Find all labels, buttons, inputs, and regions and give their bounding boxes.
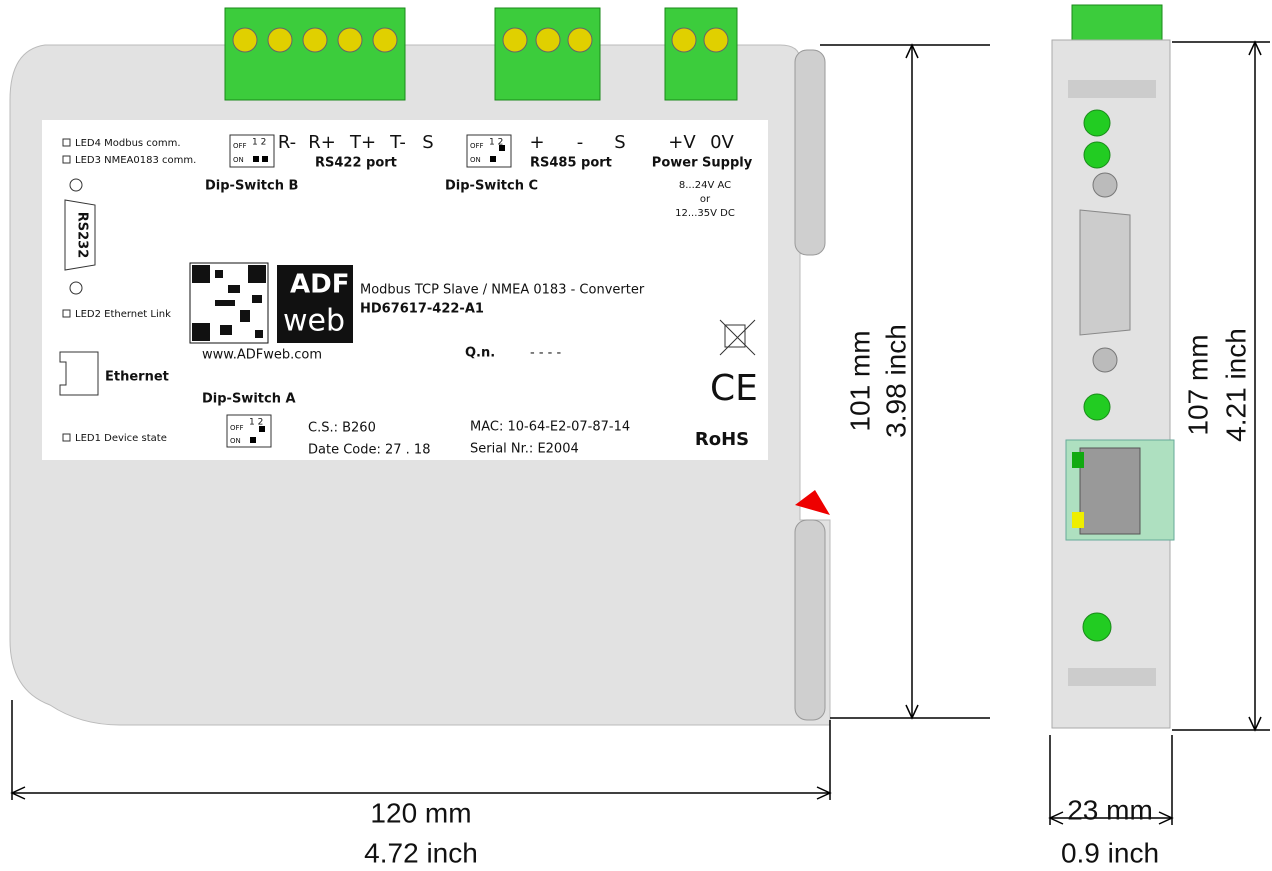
dip-pos: 1 2 bbox=[249, 418, 263, 428]
model: HD67617-422-A1 bbox=[360, 302, 484, 317]
side-leds bbox=[1082, 109, 1112, 642]
db9 bbox=[1079, 209, 1131, 336]
terminal-label: T- bbox=[389, 132, 406, 153]
db9-outline bbox=[64, 199, 96, 271]
dimension-lines bbox=[1048, 40, 1270, 825]
dimension-label: 107 mm bbox=[1182, 334, 1213, 435]
dip-switch: OFF 1 2 ON bbox=[226, 414, 272, 448]
led-label: LED4 Modbus comm. bbox=[75, 138, 181, 149]
dimension-label: 4.21 inch bbox=[1220, 328, 1251, 442]
dimension-label: 0.9 inch bbox=[1061, 837, 1159, 868]
date-code: Date Code: 27 . 18 bbox=[308, 443, 430, 458]
qn-label: Q.n. bbox=[465, 346, 495, 361]
power-spec: or bbox=[700, 194, 711, 205]
dip-off: OFF bbox=[233, 142, 247, 150]
qr-code bbox=[189, 262, 269, 344]
dip-on: ON bbox=[470, 156, 481, 164]
ce-mark: CE bbox=[710, 368, 758, 409]
logo-bg bbox=[277, 265, 353, 343]
cs: C.S.: B260 bbox=[308, 421, 376, 436]
rj45-outline bbox=[59, 351, 99, 396]
terminal-label: +V bbox=[668, 132, 696, 153]
terminal-blocks bbox=[224, 7, 738, 101]
dip-switch-label: Dip-Switch B bbox=[205, 179, 298, 194]
dimension-label: 3.98 inch bbox=[880, 324, 911, 438]
terminal-label: 0V bbox=[710, 132, 734, 153]
terminal-label: T+ bbox=[349, 132, 376, 153]
power-spec: 12...35V DC bbox=[675, 208, 735, 219]
label bbox=[42, 120, 768, 460]
dip-off: OFF bbox=[470, 142, 484, 150]
logo: ADF bbox=[290, 270, 349, 300]
terminal-label: R+ bbox=[308, 132, 336, 153]
din-clip bbox=[794, 49, 826, 256]
led-boxes bbox=[62, 138, 71, 442]
port-label: Power Supply bbox=[652, 156, 753, 171]
dip-switch: OFF 1 2 ON bbox=[466, 134, 512, 168]
din-clip bbox=[794, 519, 826, 721]
dip-on: ON bbox=[230, 437, 241, 445]
port-label: RS422 port bbox=[315, 156, 397, 171]
url: www.ADFweb.com bbox=[202, 348, 322, 363]
led-label: LED1 Device state bbox=[75, 433, 167, 444]
qn-value: - - - - bbox=[530, 346, 561, 361]
terminal-label: R- bbox=[278, 132, 296, 153]
side-body bbox=[1051, 39, 1171, 729]
ethernet-label: Ethernet bbox=[105, 370, 169, 385]
dip-switch: OFF 1 2 ON bbox=[229, 134, 275, 168]
rs232-label: RS232 bbox=[75, 212, 90, 259]
dip-pos: 1 2 bbox=[252, 138, 266, 148]
terminal-label: S bbox=[614, 132, 625, 153]
dimension-label: 120 mm bbox=[370, 797, 471, 828]
terminal-label: - bbox=[577, 132, 584, 153]
rohs: RoHS bbox=[695, 429, 749, 450]
dip-pos: 1 2 bbox=[489, 138, 503, 148]
dimension-lines bbox=[10, 43, 990, 800]
terminal-label: S bbox=[422, 132, 433, 153]
screws bbox=[232, 27, 729, 53]
power-spec: 8...24V AC bbox=[679, 180, 731, 191]
led-label: LED3 NMEA0183 comm. bbox=[75, 155, 196, 166]
release-tab bbox=[795, 490, 830, 515]
port-label: RS485 port bbox=[530, 156, 612, 171]
led-label: LED2 Ethernet Link bbox=[75, 309, 171, 320]
dimension-label: 4.72 inch bbox=[364, 837, 478, 868]
dip-switch-label: Dip-Switch A bbox=[202, 392, 296, 407]
dimension-label: 23 mm bbox=[1067, 794, 1153, 825]
dip-off: OFF bbox=[230, 424, 244, 432]
weee bbox=[719, 319, 756, 356]
side-terminal bbox=[1071, 4, 1163, 43]
terminal-label: + bbox=[529, 132, 544, 153]
dip-on: ON bbox=[233, 156, 244, 164]
serial: Serial Nr.: E2004 bbox=[470, 442, 579, 457]
product-name: Modbus TCP Slave / NMEA 0183 - Converter bbox=[360, 283, 645, 298]
mac: MAC: 10-64-E2-07-87-14 bbox=[470, 420, 630, 435]
dip-switch-label: Dip-Switch C bbox=[445, 179, 538, 194]
dimension-label: 101 mm bbox=[844, 330, 875, 431]
logo: web bbox=[283, 304, 345, 339]
